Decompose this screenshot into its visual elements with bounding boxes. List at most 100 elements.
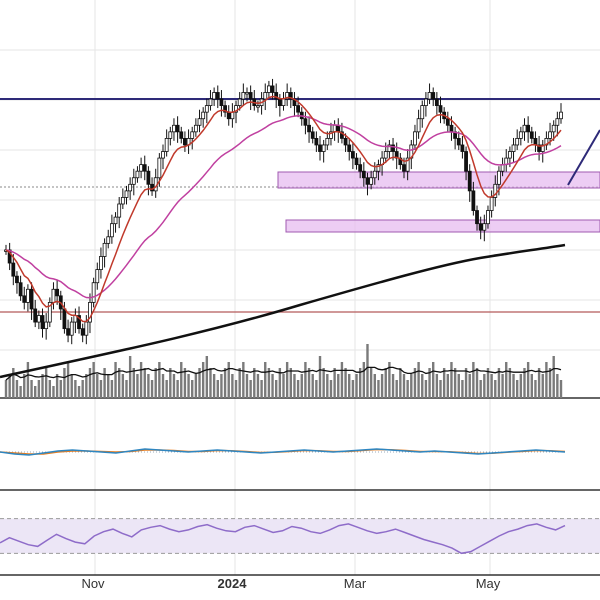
volume-bar-86 — [318, 356, 322, 398]
volume-bar-1 — [8, 374, 11, 398]
candle-body-63 — [234, 105, 238, 113]
volume-bar-115 — [424, 380, 428, 398]
volume-bar-114 — [421, 374, 424, 398]
volume-bar-85 — [315, 380, 318, 398]
volume-bar-123 — [453, 368, 457, 398]
candle-body-44 — [164, 137, 169, 152]
candle-body-125 — [460, 144, 465, 152]
volume-bar-26 — [99, 380, 103, 398]
volume-bar-8 — [34, 386, 37, 398]
candle-body-139 — [511, 144, 516, 152]
candle-body-5 — [22, 295, 27, 303]
x-tick-label-0: Nov — [81, 576, 105, 591]
volume-bar-136 — [501, 374, 504, 398]
candle-body-42 — [157, 157, 162, 179]
candle-body-22 — [84, 321, 89, 336]
candle-body-99 — [365, 177, 370, 185]
volume-bar-109 — [402, 374, 406, 398]
volume-bar-130 — [479, 380, 482, 398]
volume-bar-19 — [74, 380, 77, 398]
volume-bar-122 — [450, 362, 453, 398]
volume-bar-137 — [505, 362, 508, 398]
projection-arrow — [567, 129, 600, 186]
candle-body-147 — [540, 144, 545, 152]
volume-bar-5 — [23, 374, 26, 398]
volume-bar-49 — [183, 368, 187, 398]
candle-body-34 — [128, 183, 133, 192]
candle-body-65 — [241, 92, 246, 100]
candle-body-94 — [347, 144, 352, 152]
volume-bar-17 — [66, 362, 70, 398]
volume-bar-35 — [132, 368, 135, 398]
candle-body-96 — [354, 157, 359, 166]
candle-body-145 — [533, 137, 538, 146]
volume-bar-81 — [300, 374, 303, 398]
candle-body-116 — [427, 92, 432, 100]
volume-bar-138 — [508, 368, 512, 398]
candle-body-80 — [296, 105, 301, 113]
candle-body-24 — [91, 282, 96, 303]
candle-body-11 — [44, 321, 49, 330]
volume-bar-36 — [136, 374, 139, 398]
volume-bar-146 — [537, 368, 541, 398]
candle-body-13 — [51, 288, 56, 303]
candle-body-89 — [329, 131, 333, 139]
volume-bar-0 — [4, 380, 8, 398]
volume-bar-144 — [530, 374, 533, 398]
candle-body-122 — [449, 124, 454, 133]
x-tick-label-2: Mar — [344, 576, 367, 591]
volume-bar-39 — [147, 374, 150, 398]
volume-bar-21 — [81, 380, 84, 398]
candle-body-27 — [102, 242, 107, 257]
volume-bar-80 — [296, 380, 300, 398]
volume-bar-73 — [271, 374, 274, 398]
candle-body-127 — [467, 170, 472, 192]
volume-bar-124 — [457, 374, 460, 398]
volume-bar-129 — [475, 368, 479, 398]
volume-bar-118 — [435, 374, 439, 398]
candle-body-9 — [36, 315, 41, 323]
candle-body-51 — [190, 131, 195, 139]
candle-body-118 — [434, 98, 439, 107]
volume-bar-22 — [85, 374, 88, 398]
volume-bar-29 — [110, 380, 114, 398]
candle-body-59 — [219, 98, 224, 107]
volume-bar-60 — [223, 368, 227, 398]
volume-bar-31 — [117, 368, 121, 398]
volume-bar-134 — [494, 380, 497, 398]
volume-bar-87 — [322, 368, 325, 398]
candle-body-61 — [226, 111, 231, 120]
volume-bar-91 — [337, 374, 340, 398]
candle-body-36 — [135, 170, 140, 179]
volume-bar-92 — [340, 362, 344, 398]
upper-zone — [277, 171, 600, 189]
volume-bar-28 — [107, 374, 110, 398]
candle-body-7 — [29, 288, 34, 310]
volume-bar-72 — [267, 368, 271, 398]
volume-bar-150 — [552, 356, 555, 398]
x-tick-label-1: 2024 — [218, 576, 248, 591]
volume-bar-66 — [245, 374, 249, 398]
volume-bar-6 — [26, 362, 30, 398]
volume-bar-142 — [523, 368, 526, 398]
candle-body-101 — [372, 170, 377, 179]
volume-bar-40 — [150, 380, 154, 398]
volume-bar-76 — [282, 374, 285, 398]
volume-bar-62 — [231, 374, 234, 398]
candle-body-110 — [405, 157, 410, 172]
candle-body-33 — [124, 190, 129, 198]
candle-body-78 — [288, 92, 293, 100]
volume-bar-16 — [63, 368, 66, 398]
candle-body-58 — [215, 92, 220, 100]
candle-body-115 — [424, 98, 428, 107]
candle-body-117 — [431, 92, 436, 100]
volume-bar-59 — [220, 374, 223, 398]
volume-bar-103 — [380, 374, 384, 398]
volume-bar-54 — [201, 362, 205, 398]
candle-body-87 — [321, 144, 326, 152]
candle-body-35 — [131, 177, 136, 185]
volume-ma-line — [5, 366, 562, 381]
volume-bar-75 — [278, 368, 282, 398]
macd-line — [0, 448, 566, 456]
volume-bar-63 — [234, 380, 238, 398]
